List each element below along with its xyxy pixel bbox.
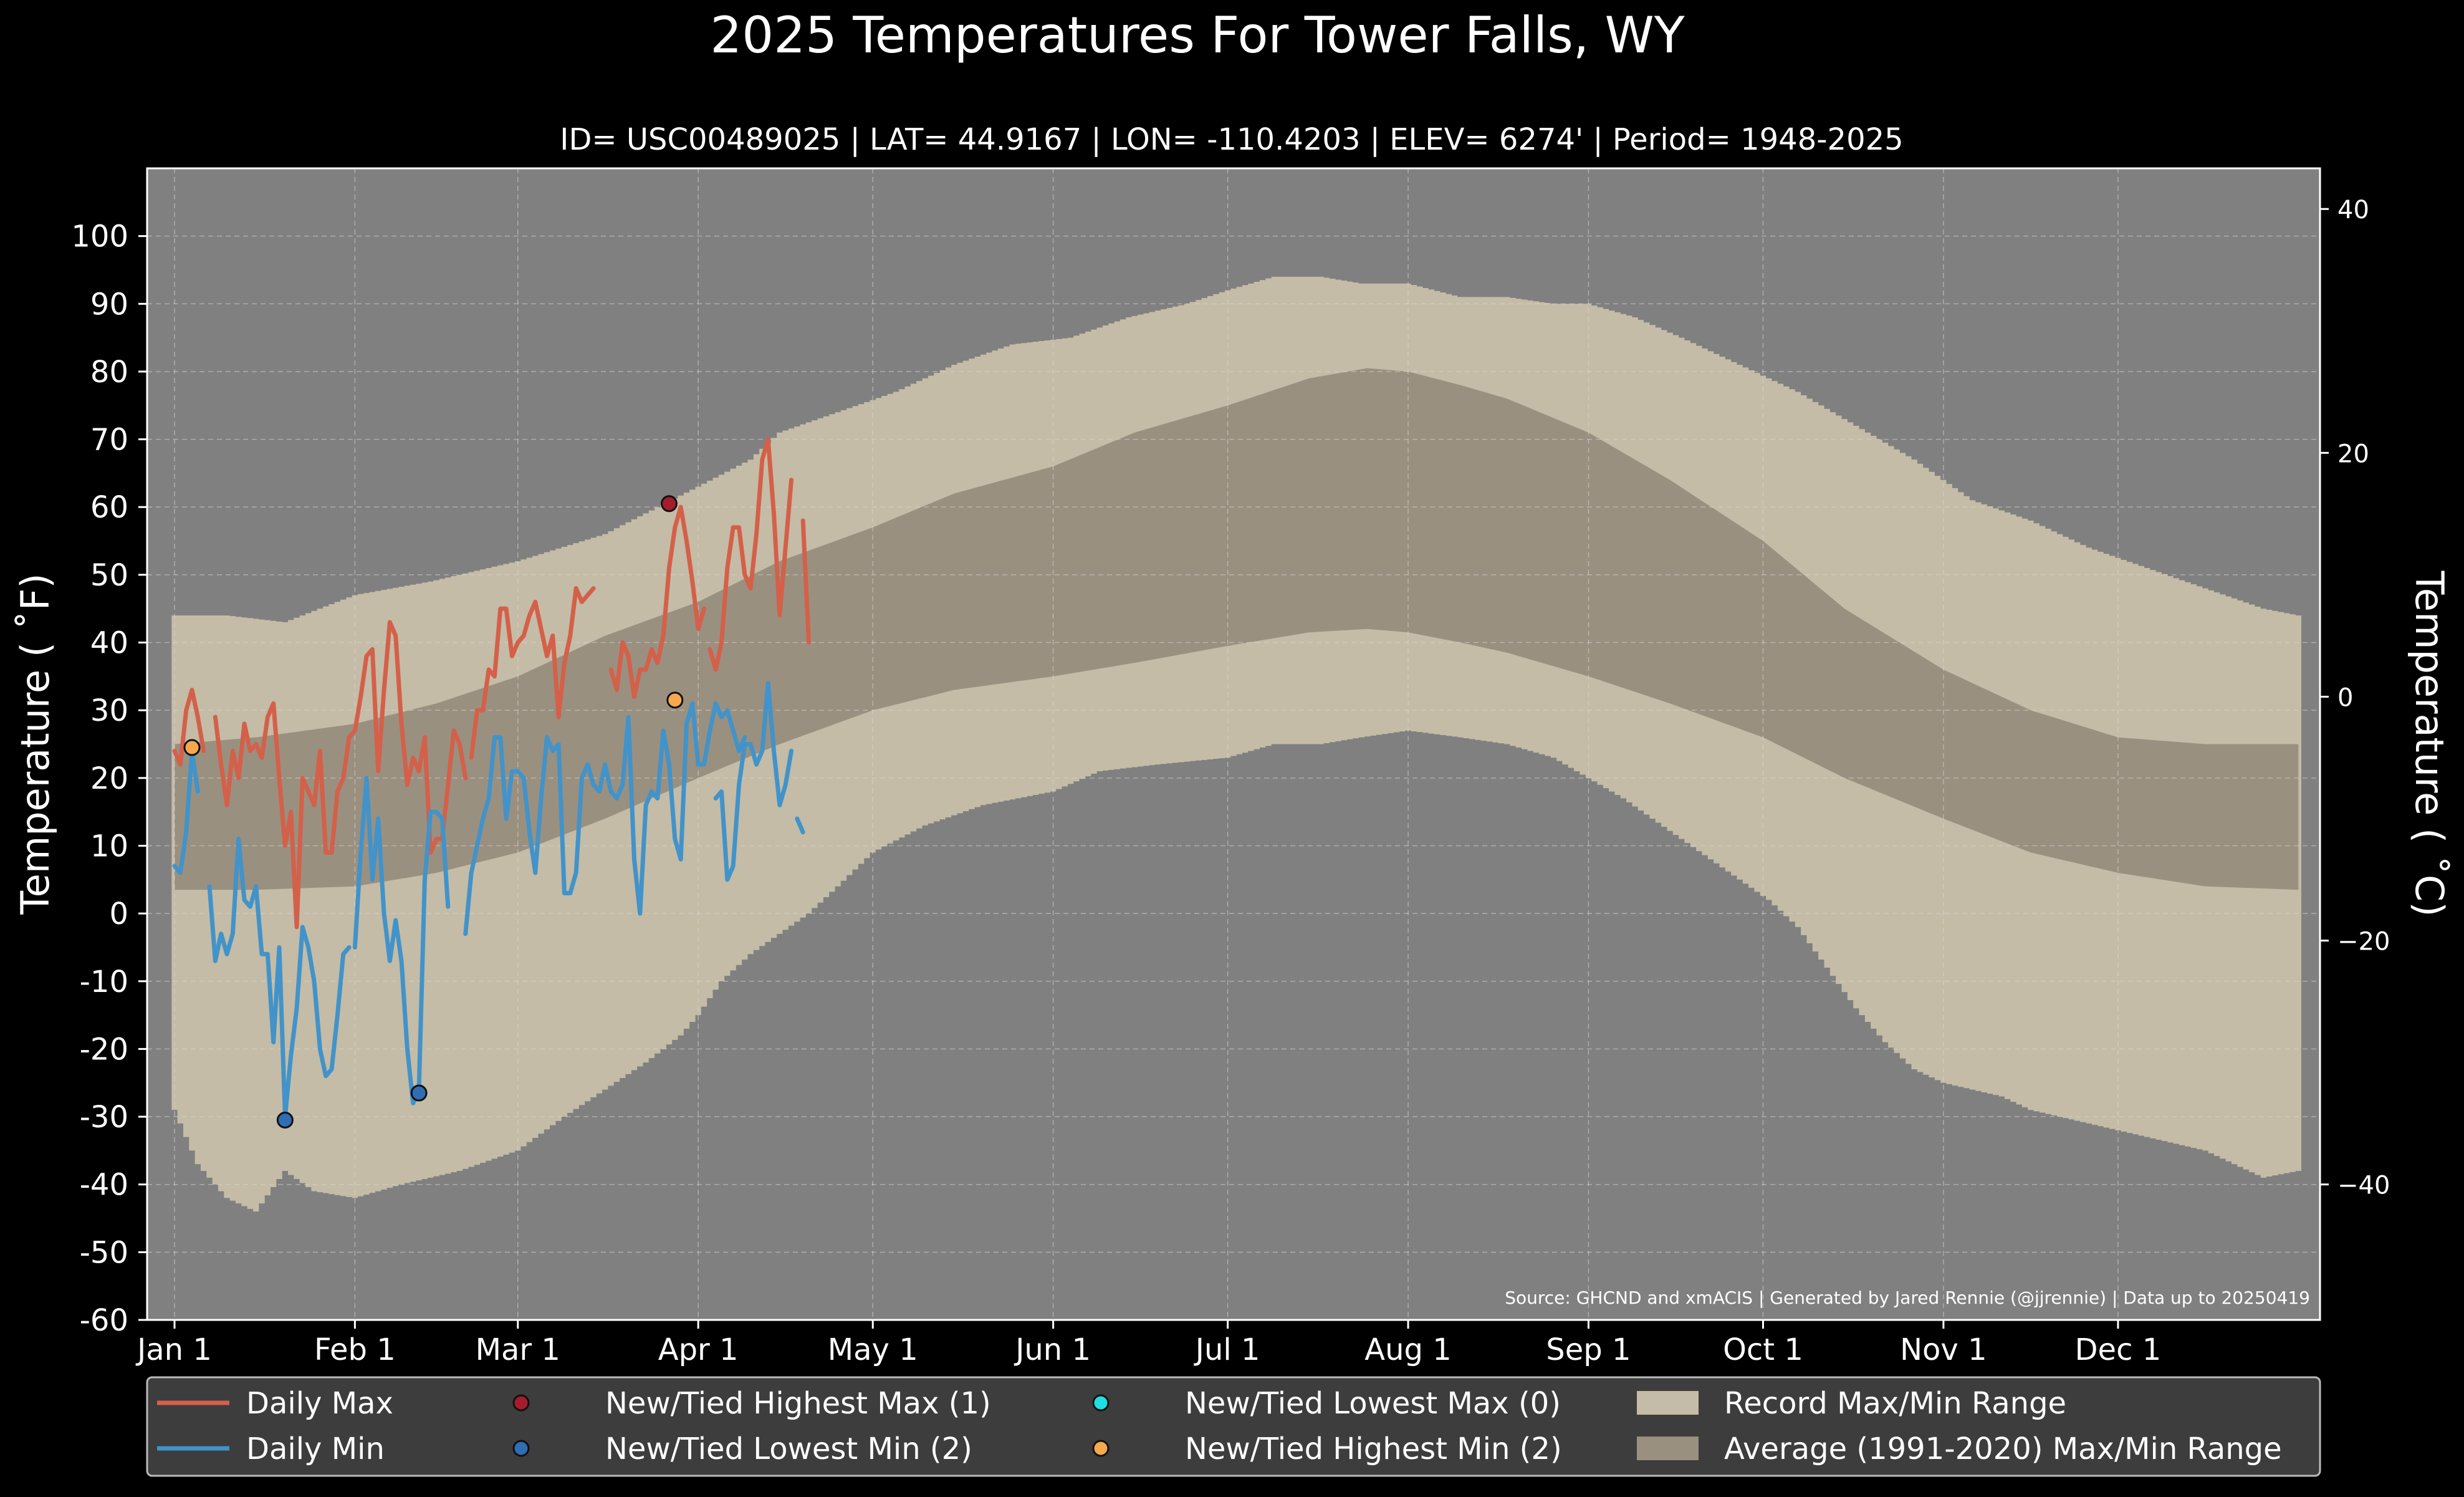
daily-min-line <box>352 776 451 1105</box>
legend-marker-swatch <box>1092 1440 1110 1457</box>
legend-patch-swatch <box>1637 1391 1699 1415</box>
x-tick-label: Jan 1 <box>135 1332 212 1367</box>
legend: Daily Max Daily Min New/Tied Highest Max (… <box>146 1376 2321 1477</box>
daily-max-line <box>707 437 794 672</box>
legend-patch-swatch <box>1637 1437 1699 1460</box>
x-tick-label: Jul 1 <box>1194 1332 1260 1367</box>
y-tick-label: 0 <box>109 897 128 931</box>
daily-max-line <box>172 688 206 767</box>
y-tick-label: 90 <box>90 287 128 322</box>
legend-entry: Record Max/Min Range <box>1637 1386 2066 1421</box>
y-tick-label: 80 <box>90 355 128 390</box>
y-tick-label: 70 <box>90 423 128 458</box>
daily-max-line <box>800 518 812 645</box>
legend-entry: New/Tied Lowest Min (2) <box>512 1432 972 1466</box>
source-note: Source: GHCND and xmACIS | Generated by … <box>1505 1288 2310 1308</box>
daily-max-line <box>213 620 468 930</box>
legend-label: Average (1991-2020) Max/Min Range <box>1724 1432 2282 1466</box>
x-tick-label: Apr 1 <box>658 1332 739 1367</box>
record-marker-lowest-min <box>276 1111 294 1129</box>
record-marker-highest-min <box>183 739 201 756</box>
legend-label: Daily Min <box>246 1432 385 1466</box>
x-tick-label: Oct 1 <box>1723 1332 1803 1367</box>
y-tick-label: 50 <box>90 558 128 593</box>
legend-box <box>146 1376 2321 1477</box>
record-marker-highest-max <box>660 495 678 513</box>
legend-label: New/Tied Highest Min (2) <box>1185 1432 1562 1466</box>
y-tick-label: 100 <box>71 219 128 254</box>
daily-min-line <box>207 837 352 1119</box>
y-tick-label: 20 <box>90 761 128 796</box>
y-axis-label-left: Temperature ( ˚F) <box>12 573 58 915</box>
legend-entry: Average (1991-2020) Max/Min Range <box>1637 1432 2282 1466</box>
legend-label: Record Max/Min Range <box>1724 1386 2066 1421</box>
record-range-band <box>171 276 2302 1212</box>
y-axis-label-right: Temperature ( ˚C) <box>2407 570 2452 917</box>
y-tick-label: 30 <box>90 693 128 728</box>
y-tick-label: -10 <box>80 965 128 999</box>
x-axis: Jan 1 Feb 1 Mar 1 Apr 1 May 1 Jun 1 Jul 1 Aug 1… <box>135 1320 2161 1367</box>
y-right-tick-label: 0 <box>2337 683 2353 712</box>
daily-max-line <box>469 586 596 760</box>
y-tick-label: -20 <box>80 1032 128 1067</box>
daily-min-line <box>795 816 805 835</box>
x-tick-label: Aug 1 <box>1364 1332 1452 1367</box>
y-tick-label: -50 <box>80 1235 128 1270</box>
grid <box>147 168 2320 1320</box>
y-tick-label: 10 <box>90 829 128 864</box>
x-tick-label: Jun 1 <box>1014 1332 1091 1367</box>
chart-title: 2025 Temperatures For Tower Falls, WY <box>710 6 1685 64</box>
legend-entry: Daily Min <box>157 1432 385 1466</box>
x-tick-label: May 1 <box>828 1332 918 1367</box>
plot-frame <box>146 167 2321 1321</box>
daily-max-line <box>608 504 706 699</box>
record-marker-lowest-min <box>410 1084 428 1102</box>
chart-subtitle: ID= USC00489025 | LAT= 44.9167 | LON= -1… <box>560 122 1903 157</box>
legend-label: New/Tied Highest Max (1) <box>605 1386 991 1421</box>
y-tick-label: 40 <box>90 626 128 661</box>
daily-min-line <box>713 681 794 882</box>
record-marker-highest-min <box>666 691 684 709</box>
y-axis-right: −40 −20 0 20 40 <box>2320 196 2390 1200</box>
x-tick-label: Feb 1 <box>314 1332 396 1367</box>
daily-min-line <box>172 748 200 875</box>
legend-entry: New/Tied Highest Max (1) <box>512 1386 991 1421</box>
legend-label: New/Tied Lowest Min (2) <box>605 1432 972 1466</box>
y-tick-label: -60 <box>80 1303 128 1338</box>
y-tick-label: 60 <box>90 490 128 525</box>
legend-marker-swatch <box>512 1440 530 1457</box>
y-right-tick-label: −20 <box>2337 928 2390 956</box>
y-right-tick-label: 40 <box>2337 196 2369 224</box>
x-tick-label: Dec 1 <box>2075 1332 2162 1367</box>
y-right-tick-label: 20 <box>2337 440 2369 468</box>
legend-entry: Daily Max <box>157 1386 393 1421</box>
legend-marker-swatch <box>1092 1394 1110 1412</box>
legend-label: Daily Max <box>246 1386 393 1421</box>
legend-entry: New/Tied Lowest Max (0) <box>1092 1386 1561 1421</box>
legend-marker-swatch <box>512 1394 530 1412</box>
y-tick-label: -30 <box>80 1100 128 1135</box>
x-tick-label: Mar 1 <box>476 1332 560 1367</box>
y-axis-left: -60 -50 -40 -30 -20 -10 0 10 20 30 40 50 60 70 80 90 100 <box>71 219 147 1338</box>
y-right-tick-label: −40 <box>2337 1172 2390 1200</box>
x-tick-label: Nov 1 <box>1900 1332 1987 1367</box>
legend-label: New/Tied Lowest Max (0) <box>1185 1386 1561 1421</box>
y-tick-label: -40 <box>80 1168 128 1203</box>
x-tick-label: Sep 1 <box>1546 1332 1631 1367</box>
daily-min-line <box>463 701 747 936</box>
legend-entry: New/Tied Highest Min (2) <box>1092 1432 1562 1466</box>
